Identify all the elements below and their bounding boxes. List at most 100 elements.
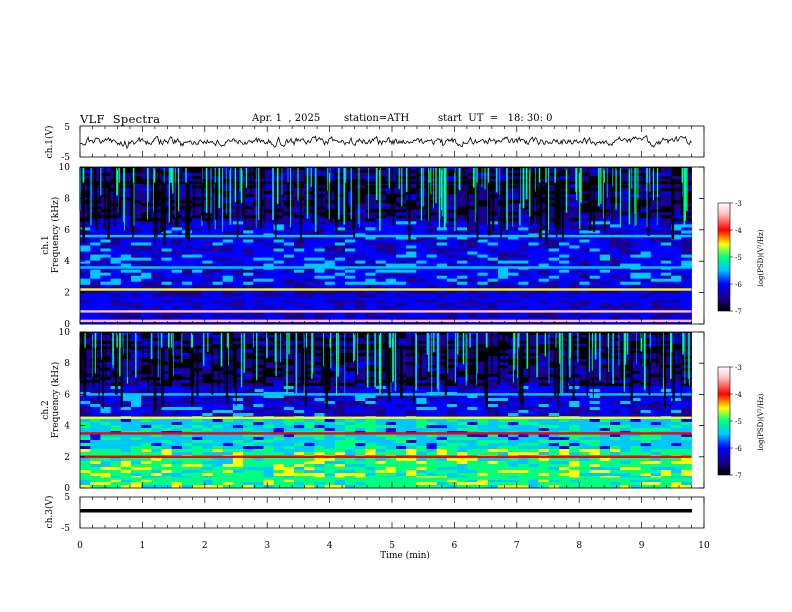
spec-cell xyxy=(508,398,519,402)
spec-cell xyxy=(141,278,152,283)
spec-cell xyxy=(589,404,601,408)
spec-cell xyxy=(355,311,366,316)
spec-cell xyxy=(518,284,529,289)
spec-cell xyxy=(385,299,397,304)
spec-cell xyxy=(599,275,611,280)
spec-cell xyxy=(396,290,407,295)
spec-cell xyxy=(467,263,478,267)
spec-cell xyxy=(487,284,499,289)
spec-cell xyxy=(457,368,468,372)
spec-cell xyxy=(406,263,417,267)
spec-cell xyxy=(650,398,662,402)
spec-cell xyxy=(487,350,499,354)
spec-cell xyxy=(355,203,366,207)
spec-cell xyxy=(467,302,478,307)
spec-cell xyxy=(385,170,397,174)
spec-cell xyxy=(294,254,305,258)
spec-cell xyxy=(620,269,631,274)
spec-cell xyxy=(599,236,611,240)
spec-cell xyxy=(263,203,275,207)
spec-cell xyxy=(630,344,641,348)
spec-cell xyxy=(569,305,580,310)
spec-cell xyxy=(467,173,478,177)
spec-cell xyxy=(345,281,356,286)
spec-cell xyxy=(283,314,295,319)
spec-cell xyxy=(569,281,580,286)
spec-cell xyxy=(487,356,499,360)
spec-cell xyxy=(426,248,438,252)
spec-cell xyxy=(192,278,203,283)
spec-cell xyxy=(660,377,672,381)
spec-cell xyxy=(569,335,580,339)
spec-cell xyxy=(100,230,111,234)
spec-cell xyxy=(589,254,601,258)
spec-cell xyxy=(406,365,417,369)
spec-cell xyxy=(345,386,356,390)
spec-cell xyxy=(365,194,376,198)
spec-cell xyxy=(671,212,682,216)
spec-cell xyxy=(192,242,203,246)
spec-cell xyxy=(345,236,356,240)
spec-cell xyxy=(446,353,458,357)
spec-cell xyxy=(630,395,641,399)
spec-cell xyxy=(497,278,509,283)
spec-cell xyxy=(202,200,213,204)
spec-cell xyxy=(630,260,641,264)
spec-cell xyxy=(171,275,183,280)
spec-cell xyxy=(110,321,122,325)
spec-cell xyxy=(487,344,499,348)
spec-cell xyxy=(426,404,438,408)
spec-cell xyxy=(467,371,478,375)
spec-cell xyxy=(253,398,264,402)
spec-cell xyxy=(589,257,601,261)
spec-cell xyxy=(283,404,295,408)
spec-cell xyxy=(243,293,254,298)
spec-cell xyxy=(171,278,183,283)
spec-cell xyxy=(100,281,111,286)
spec-cell xyxy=(467,398,478,402)
spec-cell xyxy=(385,242,397,246)
spec-cell xyxy=(151,321,162,325)
spec-cell xyxy=(192,293,203,298)
spec-cell xyxy=(406,380,417,384)
spec-cell xyxy=(141,368,152,372)
spec-cell xyxy=(345,407,356,411)
spec-cell xyxy=(660,335,672,339)
spec-cell xyxy=(294,176,305,180)
spec-cell xyxy=(314,344,325,348)
spec-cell xyxy=(355,212,366,216)
spec-cell xyxy=(640,395,652,399)
spec-cell xyxy=(375,299,387,304)
spec-cell xyxy=(508,278,519,283)
spec-cell xyxy=(314,257,325,261)
spec-cell xyxy=(660,221,672,225)
spec-cell xyxy=(426,212,438,216)
spec-cell xyxy=(151,242,162,246)
spec-cell xyxy=(253,359,264,363)
spec-cell xyxy=(171,305,183,310)
spec-cell xyxy=(151,404,162,408)
spec-cell xyxy=(283,383,295,387)
spec-cell xyxy=(569,200,580,204)
spec-cell xyxy=(508,167,519,171)
spec-cell xyxy=(355,179,366,183)
spec-cell xyxy=(559,362,570,366)
spec-cell xyxy=(620,209,631,213)
spec-cell xyxy=(406,350,417,354)
spec-cell xyxy=(559,377,570,381)
spec-cell xyxy=(548,227,560,231)
spec-cell xyxy=(120,344,132,348)
spec-cell xyxy=(192,341,203,345)
spec-cell xyxy=(151,284,162,289)
spec-cell xyxy=(548,200,560,204)
spec-cell xyxy=(222,305,234,310)
spec-cell xyxy=(151,380,162,384)
spec-cell xyxy=(446,293,458,298)
spec-cell xyxy=(467,251,478,255)
spec-cell xyxy=(365,269,376,274)
spec-cell xyxy=(630,362,641,366)
spec-cell xyxy=(650,248,662,252)
spec-cell xyxy=(80,242,91,246)
spec-cell xyxy=(294,251,305,255)
spec-cell xyxy=(131,269,142,274)
